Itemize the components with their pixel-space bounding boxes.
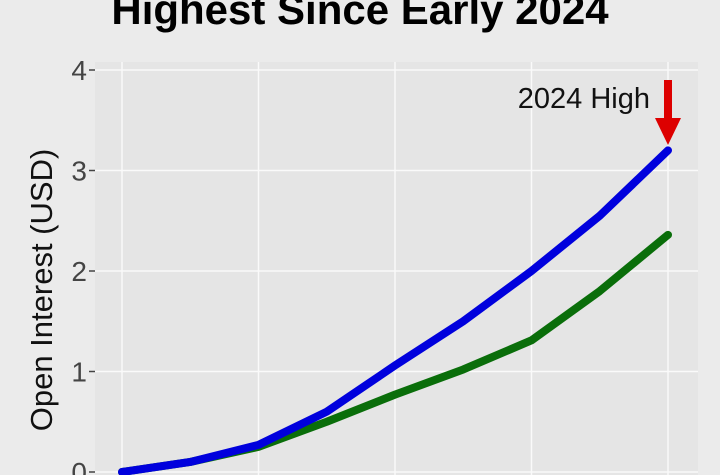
y-tick-label: 3 bbox=[71, 156, 87, 187]
chart-title: Highest Since Early 2024 bbox=[111, 0, 609, 33]
y-tick-label: 4 bbox=[71, 55, 87, 86]
y-axis-label: Open Interest (USD) bbox=[24, 149, 59, 432]
series-line-0 bbox=[118, 146, 672, 475]
arrow-shaft bbox=[664, 80, 672, 120]
y-tick-label: 1 bbox=[71, 357, 87, 388]
red-arrow-icon bbox=[655, 118, 681, 145]
plot-panel bbox=[95, 62, 698, 475]
y-tick-label: 0 bbox=[71, 457, 87, 475]
y-tick-label: 2 bbox=[71, 256, 87, 287]
annotation-label: 2024 High bbox=[518, 83, 650, 115]
